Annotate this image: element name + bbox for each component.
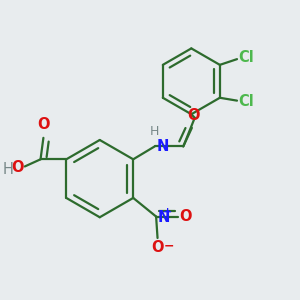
Text: O: O	[187, 108, 200, 123]
Text: O: O	[151, 240, 164, 255]
Text: O: O	[11, 160, 23, 175]
Text: N: N	[158, 210, 170, 225]
Text: +: +	[162, 207, 172, 217]
Text: N: N	[157, 139, 169, 154]
Text: H: H	[149, 125, 159, 138]
Text: O: O	[37, 116, 50, 131]
Text: O: O	[179, 209, 192, 224]
Text: Cl: Cl	[238, 94, 254, 109]
Text: H: H	[2, 162, 13, 177]
Text: Cl: Cl	[238, 50, 254, 65]
Text: −: −	[164, 240, 174, 253]
